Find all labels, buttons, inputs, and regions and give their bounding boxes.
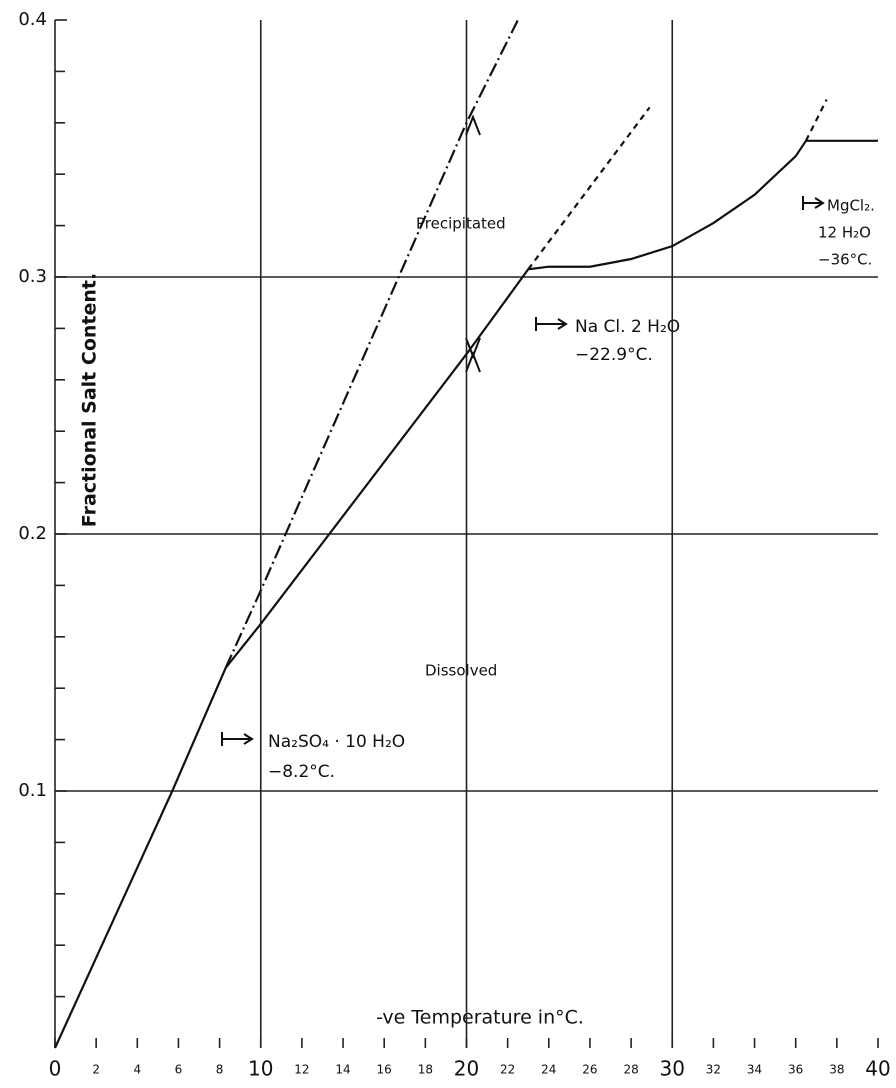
x-tick-label: 28: [623, 1063, 638, 1077]
line: [224, 19, 519, 669]
annotation: Na Cl. 2 H₂O: [575, 317, 680, 337]
pointer: [802, 196, 825, 210]
pointer: [221, 732, 254, 746]
y-tick-label: 0.3: [18, 266, 47, 287]
x-tick-label: 30: [660, 1057, 685, 1081]
x-tick-label: 20: [454, 1057, 479, 1081]
x-tick-label: 4: [133, 1063, 141, 1077]
pointer: [535, 317, 568, 331]
x-tick-label: 32: [706, 1063, 721, 1077]
annotation: −8.2°C.: [268, 762, 335, 782]
x-tick-label: 6: [175, 1063, 183, 1077]
x-tick-label: 26: [582, 1063, 597, 1077]
x-tick-label: 8: [216, 1063, 224, 1077]
x-tick-label: 14: [335, 1063, 350, 1077]
x-tick-label: 40: [865, 1057, 890, 1081]
x-tick-label: 18: [418, 1063, 433, 1077]
x-tick-label: 12: [294, 1063, 309, 1077]
annotation: MgCl₂.: [827, 197, 875, 215]
x-tick-label: 24: [541, 1063, 556, 1077]
line: [527, 106, 651, 270]
y-tick-label: 0.2: [18, 523, 47, 544]
arrowhead: [465, 114, 481, 136]
x-tick-label: 10: [248, 1057, 273, 1081]
x-tick-label: 2: [92, 1063, 100, 1077]
x-tick-label: 22: [500, 1063, 515, 1077]
arrowhead: [465, 337, 481, 373]
line: [53, 139, 878, 1049]
x-tick-label: 16: [377, 1063, 392, 1077]
y-tick-label: 0.1: [18, 780, 47, 801]
x-tick-label: 38: [829, 1063, 844, 1077]
y-tick-label: 0.4: [18, 9, 47, 30]
x-tick-label: 0: [49, 1057, 62, 1081]
x-axis-label: -ve Temperature in°C.: [376, 1007, 584, 1029]
annotation: 12 H₂O: [818, 224, 871, 242]
x-tick-label: 34: [747, 1063, 762, 1077]
line: [805, 99, 828, 142]
annotation: Dissolved: [425, 662, 497, 680]
annotation: −36°C.: [818, 251, 872, 269]
annotation: Precipitated: [416, 215, 506, 233]
annotation: −22.9°C.: [575, 345, 653, 365]
x-tick-label: 36: [788, 1063, 803, 1077]
annotation: Na₂SO₄ · 10 H₂O: [268, 732, 405, 752]
pointer-arrows: [221, 114, 825, 746]
y-axis-label: Fractional Salt Content.: [79, 273, 101, 527]
